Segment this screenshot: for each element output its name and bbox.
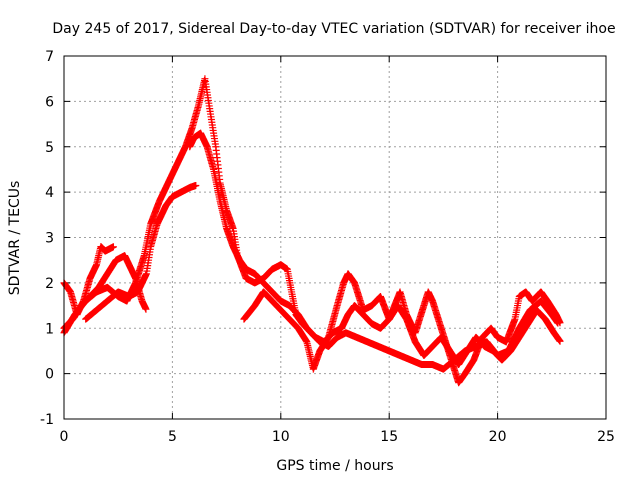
y-tick-label: 0: [45, 367, 54, 383]
y-axis-label: SDTVAR / TECUs: [7, 181, 23, 296]
x-tick-label: 20: [489, 429, 507, 445]
y-tick-label: 1: [45, 321, 54, 337]
data-point: [109, 243, 117, 251]
data-point: [556, 319, 564, 327]
y-tick-label: 5: [45, 140, 54, 156]
y-tick-label: 3: [45, 231, 54, 247]
y-tick-label: -1: [40, 412, 54, 428]
x-tick-label: 10: [272, 429, 290, 445]
axis-ticks: 0 5 10 15 20 25 -1 0 1 2 3 4 5 6 7: [40, 49, 615, 445]
y-tick-label: 6: [45, 94, 54, 110]
x-tick-label: 0: [60, 429, 69, 445]
chart-title: Day 245 of 2017, Sidereal Day-to-day VTE…: [52, 21, 615, 37]
x-tick-label: 5: [168, 429, 177, 445]
data-point: [142, 305, 150, 313]
data-points: [60, 75, 564, 387]
y-tick-label: 2: [45, 276, 54, 292]
grid: [64, 56, 606, 419]
y-tick-label: 4: [45, 185, 54, 201]
x-tick-label: 15: [380, 429, 398, 445]
plot-frame: [63, 55, 607, 420]
x-axis-label: GPS time / hours: [276, 458, 393, 474]
x-tick-label: 25: [597, 429, 615, 445]
data-point: [192, 181, 200, 189]
data-point: [556, 337, 564, 345]
y-tick-label: 7: [45, 49, 54, 65]
